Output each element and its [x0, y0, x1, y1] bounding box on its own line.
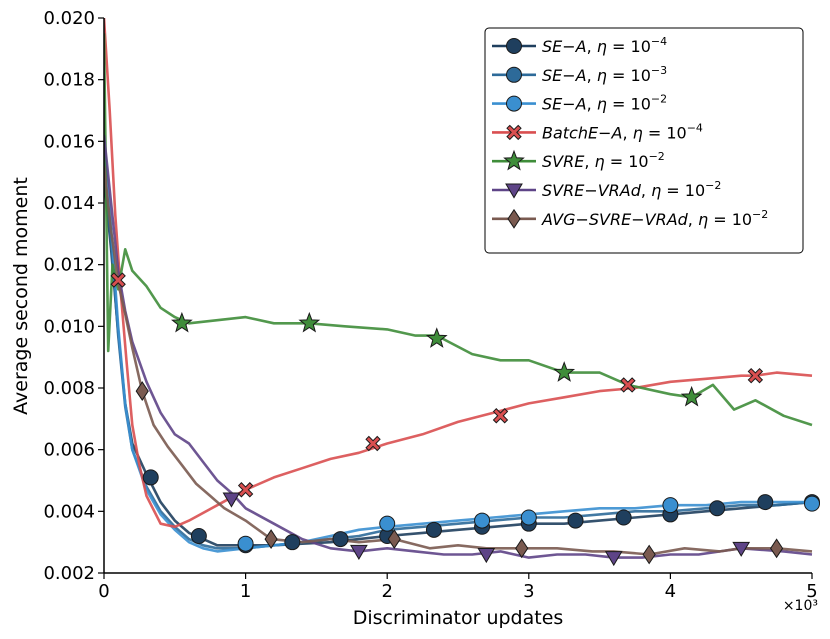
series-marker-se_a_1e4: [190, 528, 207, 544]
legend-marker-batche_a_1e4: [506, 124, 522, 141]
x-axis-multiplier: ×10³: [783, 598, 818, 614]
series-marker-svre_1e2: [171, 311, 193, 333]
series-line-svre_vrad_1e2: [104, 135, 813, 559]
legend-method: SVRE: [542, 152, 585, 171]
plot-markers: [110, 272, 820, 567]
legend-label-se_a_1e4: SE−A, η = 10−4: [542, 35, 667, 56]
series-marker-avg_svre_vrad_1e2: [387, 529, 401, 549]
series-marker-svre_vrad_1e2: [732, 541, 751, 557]
legend-eta-exp: −4: [687, 121, 703, 134]
series-marker-svre_vrad_1e2: [350, 544, 368, 561]
series-marker-svre_vrad_1e2: [222, 492, 241, 508]
legend-method: SE−A: [542, 37, 587, 56]
legend-label-svre_1e2: SVRE, η = 10−2: [542, 150, 665, 171]
legend-label-se_a_1e3: SE−A, η = 10−3: [542, 64, 667, 85]
legend-marker-svre_vrad_1e2: [505, 183, 523, 199]
series-marker-se_a_1e2: [520, 509, 537, 526]
x-tick-label: 2: [381, 581, 392, 602]
series-marker-se_a_1e4: [567, 512, 584, 529]
series-marker-batche_a_1e4: [365, 435, 381, 452]
series-marker-batche_a_1e4: [110, 272, 126, 288]
legend-method: SE−A: [542, 66, 587, 85]
legend-marker-se_a_1e2: [506, 95, 522, 112]
legend-label-avg_svre_vrad_1e2: AVG−SVRE−VRAd, η = 10−2: [541, 208, 768, 229]
legend: SE−A, η = 10−4 SE−A, η = 10−3 SE−A, η = 10…: [484, 27, 804, 254]
series-marker-batche_a_1e4: [620, 377, 636, 393]
y-ticks: 0.002 0.004 0.006 0.008 0.010 0.012 0.014 0.016…: [43, 8, 104, 584]
series-marker-se_a_1e2: [804, 495, 820, 512]
legend-eta-exp: −4: [651, 35, 667, 48]
series-marker-se_a_1e2: [237, 535, 254, 552]
series-marker-svre_vrad_1e2: [477, 548, 496, 564]
y-tick-label: 0.020: [43, 8, 95, 29]
legend-method: SE−A: [542, 95, 587, 114]
y-tick-label: 0.010: [43, 316, 95, 337]
series-marker-se_a_1e4: [615, 509, 632, 526]
series-marker-svre_1e2: [298, 311, 321, 333]
legend-label-svre_vrad_1e2: SVRE−VRAd, η = 10−2: [542, 179, 721, 200]
x-tick-label: 0: [98, 581, 109, 602]
series-marker-batche_a_1e4: [492, 408, 509, 424]
series-marker-svre_1e2: [680, 385, 703, 407]
x-tick-label: 4: [665, 581, 676, 602]
legend-eta-exp: −3: [651, 64, 667, 77]
legend-method: SVRE−VRAd: [542, 181, 642, 200]
y-tick-label: 0.014: [43, 193, 95, 214]
y-tick-label: 0.004: [43, 501, 95, 522]
series-marker-avg_svre_vrad_1e2: [769, 538, 784, 559]
series-marker-avg_svre_vrad_1e2: [642, 544, 656, 565]
x-tick-label: 5: [806, 581, 817, 602]
x-axis-title: Discriminator updates: [353, 607, 564, 629]
series-marker-avg_svre_vrad_1e2: [135, 381, 149, 401]
legend-marker-svre_1e2: [503, 149, 525, 171]
series-marker-se_a_1e2: [662, 497, 679, 514]
y-tick-label: 0.008: [43, 378, 95, 399]
y-tick-label: 0.018: [43, 70, 95, 91]
series-marker-se_a_1e4: [425, 521, 442, 538]
series-marker-se_a_1e4: [709, 500, 726, 517]
x-tick-label: 1: [240, 581, 251, 602]
legend-eta-exp: −2: [649, 150, 665, 163]
series-marker-batche_a_1e4: [747, 367, 764, 384]
series-line-batche_a_1e4: [104, 18, 813, 529]
series-marker-se_a_1e4: [142, 469, 159, 486]
series-marker-avg_svre_vrad_1e2: [515, 538, 529, 559]
series-marker-svre_1e2: [425, 327, 448, 348]
y-tick-label: 0.016: [43, 131, 95, 152]
series-line-se_a_1e4: [104, 178, 813, 547]
x-tick-label: 3: [523, 581, 534, 602]
series-marker-se_a_1e4: [284, 534, 301, 551]
legend-method: BatchE−A: [542, 123, 622, 142]
series-marker-se_a_1e4: [757, 494, 774, 511]
legend-marker-se_a_1e3: [506, 66, 522, 83]
y-axis-title: Average second moment: [10, 177, 32, 415]
series-marker-batche_a_1e4: [237, 482, 254, 498]
series-marker-se_a_1e2: [379, 515, 396, 532]
legend-method: AVG−SVRE−VRAd: [541, 210, 689, 229]
y-tick-label: 0.012: [43, 255, 95, 276]
series-marker-avg_svre_vrad_1e2: [264, 529, 278, 549]
x-ticks: 0 1 2 3 4 5: [98, 573, 818, 602]
series-marker-se_a_1e4: [332, 531, 349, 548]
series-marker-svre_vrad_1e2: [604, 551, 623, 567]
series-marker-svre_1e2: [553, 361, 576, 382]
legend-eta-exp: −2: [752, 208, 768, 221]
y-tick-label: 0.006: [43, 440, 95, 461]
legend-marker-se_a_1e4: [506, 38, 522, 54]
legend-eta-exp: −2: [705, 179, 721, 192]
legend-eta-exp: −2: [651, 93, 667, 106]
legend-label-se_a_1e2: SE−A, η = 10−2: [542, 93, 667, 114]
legend-marker-avg_svre_vrad_1e2: [507, 208, 521, 229]
legend-label-batche_a_1e4: BatchE−A, η = 10−4: [542, 121, 703, 142]
legend-frame: [484, 27, 804, 254]
series-marker-se_a_1e2: [474, 512, 491, 529]
y-tick-label: 0.002: [43, 563, 95, 584]
